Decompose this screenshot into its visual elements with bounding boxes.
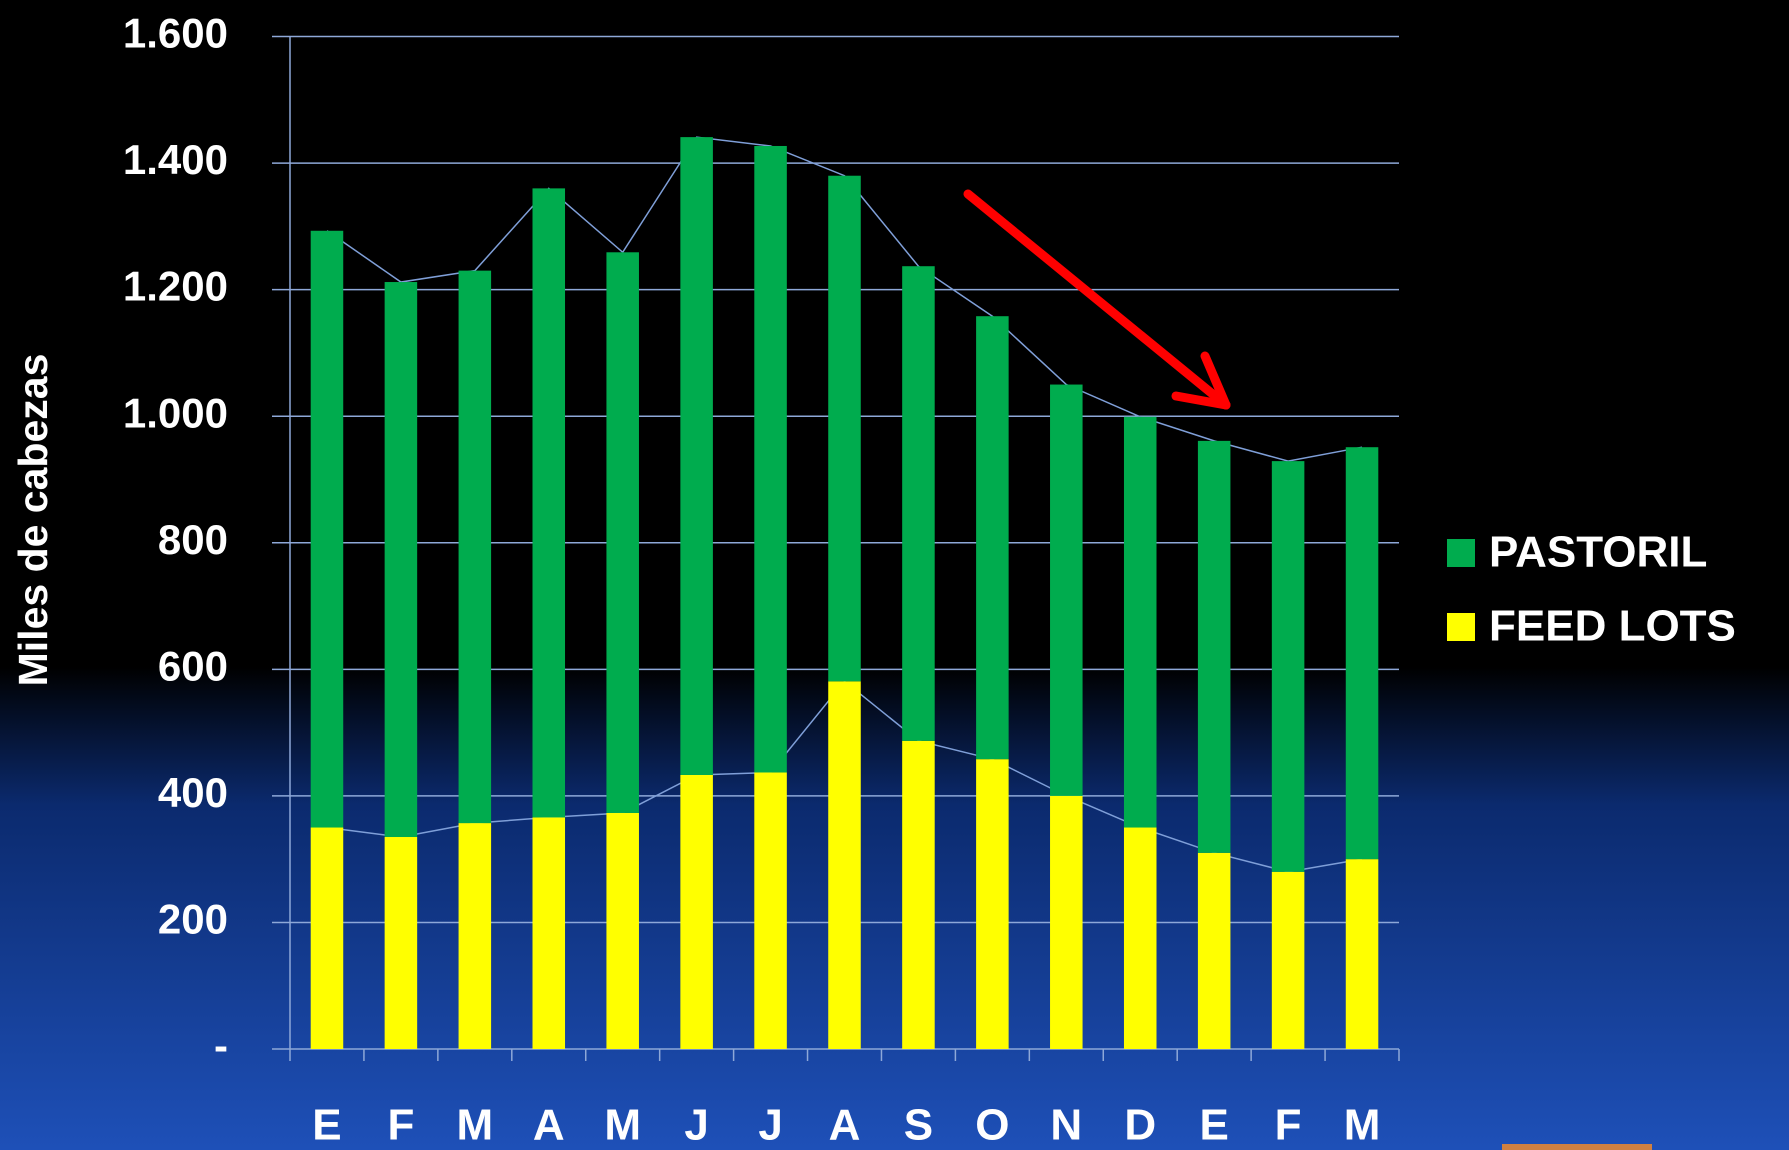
bar-segment <box>606 252 639 813</box>
x-tick-label: S <box>904 1101 933 1150</box>
bar-segment <box>1271 871 1305 1049</box>
y-tick-label: 1.600 <box>123 10 228 57</box>
bar-segment <box>1050 384 1083 796</box>
x-tick-label: F <box>1275 1101 1302 1150</box>
bar-segment <box>532 188 566 818</box>
bar-segment <box>976 316 1009 760</box>
y-axis-label: Miles de cabezas <box>10 354 56 687</box>
x-tick-label: M <box>457 1101 494 1150</box>
y-tick-label: 1.400 <box>123 136 228 183</box>
bar-segment <box>1197 852 1231 1049</box>
legend-label: FEED LOTS <box>1489 602 1736 651</box>
y-tick-label: 1.000 <box>123 389 228 436</box>
bar-segment <box>310 230 344 828</box>
bar-segment <box>1197 440 1231 853</box>
x-tick-label: A <box>533 1101 565 1150</box>
bar-segment <box>310 827 344 1049</box>
bar-segment <box>458 270 492 824</box>
x-tick-label: F <box>387 1101 414 1150</box>
bar-segment <box>532 817 566 1049</box>
bar-segment <box>1123 416 1157 828</box>
x-tick-label: E <box>1199 1101 1228 1150</box>
legend-label: PASTORIL <box>1489 528 1707 577</box>
x-tick-label: J <box>758 1101 782 1150</box>
bar-segment <box>1050 795 1083 1049</box>
bar-segment <box>458 823 492 1049</box>
bar-segment <box>1345 859 1379 1049</box>
x-tick-label: M <box>1344 1101 1381 1150</box>
bar-segment <box>902 266 935 741</box>
bar-segment <box>680 137 713 775</box>
x-tick-label: O <box>975 1101 1009 1150</box>
bar-segment <box>828 175 861 682</box>
y-tick-label: 1.200 <box>123 263 228 310</box>
y-tick-label: 800 <box>158 516 228 563</box>
x-tick-label: D <box>1124 1101 1156 1150</box>
trend-arrow <box>963 189 1231 410</box>
bar-segment <box>1271 461 1305 872</box>
legend-swatch <box>1447 613 1475 641</box>
y-tick-label: - <box>214 1022 228 1069</box>
x-tick-label: E <box>312 1101 341 1150</box>
y-tick-label: 400 <box>158 769 228 816</box>
bar-segment <box>606 812 639 1049</box>
bar-segment <box>384 837 418 1049</box>
bar-segment <box>976 759 1009 1049</box>
bar-segment <box>1345 447 1379 860</box>
y-tick-label: 200 <box>158 896 228 943</box>
bar-segment <box>754 772 787 1049</box>
bar-segment <box>1123 827 1157 1049</box>
bar-segment <box>680 774 713 1049</box>
bar-segment <box>828 681 861 1049</box>
legend-swatch <box>1447 539 1475 567</box>
x-tick-label: N <box>1050 1101 1082 1150</box>
x-tick-label: M <box>604 1101 641 1150</box>
bar-segment <box>754 145 787 773</box>
bar-segment <box>384 282 418 838</box>
bar-segment <box>902 740 935 1049</box>
x-tick-label: A <box>829 1101 861 1150</box>
y-tick-label: 600 <box>158 642 228 689</box>
corner-decoration <box>1502 1144 1652 1150</box>
x-tick-label: J <box>684 1101 708 1150</box>
